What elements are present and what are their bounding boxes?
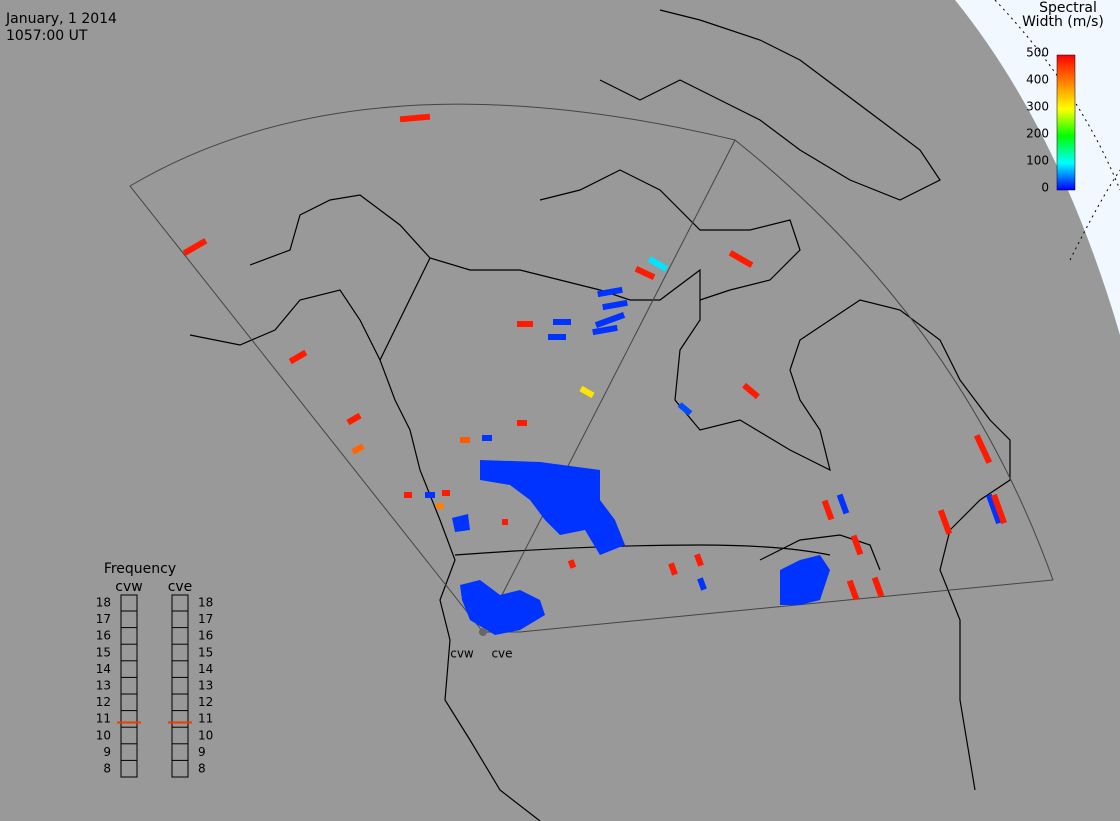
colorbar-tick-label: 0: [1041, 181, 1049, 195]
echo: [634, 266, 656, 280]
echo: [436, 503, 444, 509]
frequency-tick-label: 13: [96, 679, 111, 693]
echo: [647, 256, 669, 272]
echo: [346, 412, 362, 426]
frequency-tick-label: 12: [96, 695, 111, 709]
echo: [517, 321, 533, 327]
echo: [846, 579, 860, 601]
echo: [668, 562, 678, 576]
frequency-tick-label: 9: [103, 745, 111, 759]
echo: [182, 238, 208, 256]
frequency-tick-label: 15: [198, 645, 213, 659]
echo-patch: [780, 555, 830, 605]
frequency-tick-label: 18: [96, 596, 111, 610]
colorbar-title: Spectral: [1039, 0, 1097, 16]
echo: [850, 534, 864, 556]
frequency-tick-label: 12: [198, 695, 213, 709]
frequency-tick-label: 8: [198, 762, 206, 776]
echo: [697, 577, 707, 591]
colorbar-tick-label: 500: [1026, 46, 1049, 60]
echo: [871, 576, 885, 598]
echo: [991, 493, 1007, 525]
station-label: cvw: [450, 647, 474, 661]
date: January, 1 2014: [5, 11, 117, 27]
echo: [351, 443, 365, 455]
echo: [502, 519, 508, 525]
frequency-tick-label: 14: [198, 662, 213, 676]
echo: [404, 492, 412, 498]
frequency-tick-label: 10: [96, 728, 111, 742]
frequency-tick-label: 13: [198, 679, 213, 693]
colorbar-tick-label: 400: [1026, 73, 1049, 87]
frequency-tick-label: 17: [198, 612, 213, 626]
echo: [836, 493, 850, 515]
frequency-tick-label: 17: [96, 612, 111, 626]
echo-patch: [480, 460, 625, 555]
colorbar-tick-label: 200: [1026, 127, 1049, 141]
echo: [694, 553, 704, 567]
echo: [821, 499, 835, 521]
frequency-tick-label: 11: [198, 712, 213, 726]
radar-site: [479, 628, 487, 636]
colorbar-title: Width (m/s): [1022, 14, 1104, 30]
echo: [742, 382, 760, 400]
frequency-tick-label: 8: [103, 762, 111, 776]
frequency-tick-label: 16: [96, 629, 111, 643]
echo: [399, 113, 431, 123]
echo: [460, 437, 470, 443]
echo: [597, 286, 623, 298]
echo: [425, 492, 435, 498]
echo-patch: [460, 580, 545, 635]
grid-arc: [994, 0, 1120, 191]
frequency-tick-label: 9: [198, 745, 206, 759]
echo: [517, 420, 527, 426]
echo: [973, 434, 993, 464]
frequency-title: Frequency: [104, 561, 176, 577]
echo: [553, 319, 571, 325]
frequency-tick-label: 16: [198, 629, 213, 643]
echoes: [182, 113, 1007, 635]
station-label: cve: [491, 647, 512, 661]
colorbar-tick-label: 300: [1026, 100, 1049, 114]
echo: [677, 402, 693, 416]
echo: [986, 493, 1002, 525]
frequency-tick-label: 15: [96, 645, 111, 659]
echo: [602, 299, 628, 311]
echo: [579, 385, 595, 399]
time: 1057:00 UT: [6, 28, 88, 44]
echo: [482, 435, 492, 441]
echo: [594, 312, 626, 328]
frequency-tick-label: 14: [96, 662, 111, 676]
outside-globe: [955, 0, 1120, 335]
field-of-view: [129, 103, 1054, 633]
echo: [548, 334, 566, 340]
echo: [592, 324, 618, 336]
coastlines: [189, 9, 1011, 821]
echo-patch: [452, 514, 470, 532]
echo: [288, 349, 308, 365]
echo: [728, 250, 754, 268]
frequency-tick-label: 18: [198, 596, 213, 610]
colorbar: [1056, 54, 1076, 191]
echo: [567, 559, 577, 569]
colorbar-tick-label: 100: [1026, 154, 1049, 168]
radar-name: cve: [168, 579, 193, 595]
frequency-tick-label: 11: [96, 712, 111, 726]
frequency-tick-label: 10: [198, 728, 213, 742]
echo: [937, 509, 953, 535]
grid-arc: [1069, 169, 1120, 261]
radar-name: cvw: [115, 579, 142, 595]
echo: [442, 490, 450, 496]
